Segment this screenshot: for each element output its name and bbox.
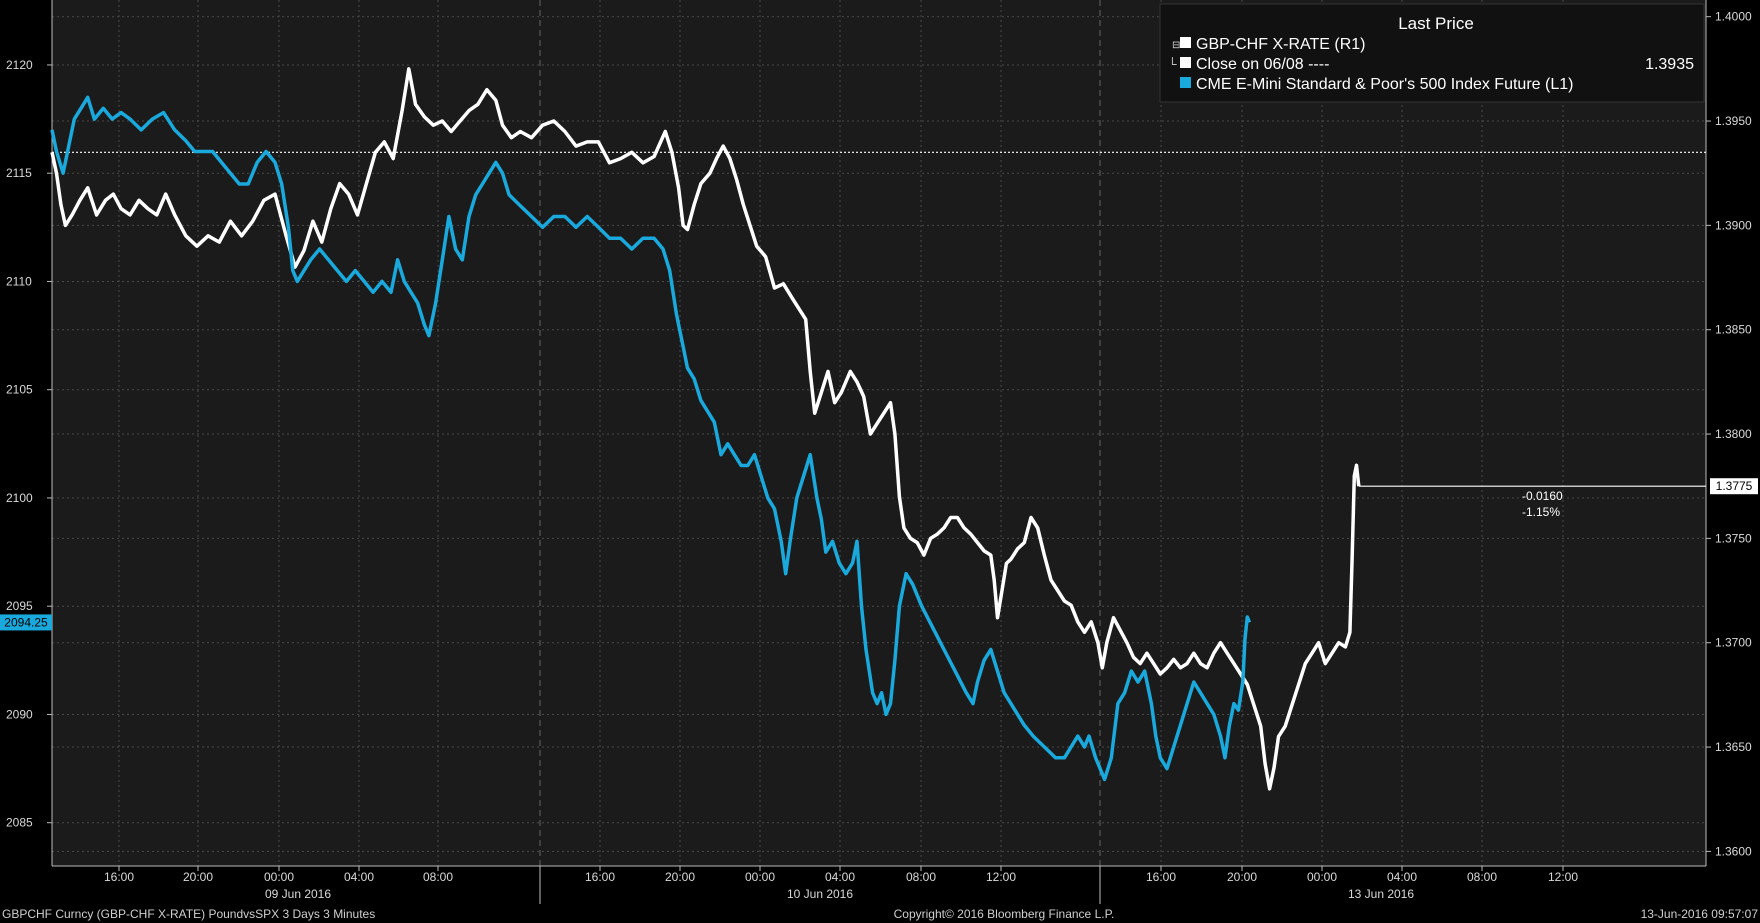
footer-copyright: Copyright© 2016 Bloomberg Finance L.P. <box>894 907 1115 921</box>
x-tick-label: 16:00 <box>104 870 134 884</box>
legend-box <box>1159 3 1705 103</box>
legend-title: Last Price <box>1398 14 1474 33</box>
legend-close-value: 1.3935 <box>1645 56 1694 73</box>
last-value-badges: 1.3775 2094.25 <box>0 478 1758 631</box>
right-tick-label: 1.3700 <box>1715 636 1752 650</box>
legend-swatch-close <box>1180 57 1191 68</box>
change-value: -0.0160 <box>1522 489 1563 503</box>
left-tick-label: 2090 <box>6 707 33 721</box>
x-axis: 16:00 20:00 00:00 04:00 08:00 16:00 20:00 00:00… <box>52 865 1706 904</box>
right-tick-label: 1.3850 <box>1715 323 1752 337</box>
right-tick-label: 1.3900 <box>1715 218 1752 232</box>
left-last-badge-text: 2094.25 <box>4 615 48 629</box>
x-tick-label: 12:00 <box>986 870 1016 884</box>
x-tick-label: 20:00 <box>665 870 695 884</box>
legend-swatch-spx <box>1180 77 1191 88</box>
x-tick-label: 08:00 <box>906 870 936 884</box>
tree-connector-icon: └ <box>1168 57 1177 71</box>
left-tick-label: 2085 <box>6 816 33 830</box>
collapse-icon[interactable]: ⊟ <box>1172 40 1180 51</box>
x-tick-label: 00:00 <box>745 870 775 884</box>
right-tick-label: 1.3650 <box>1715 740 1752 754</box>
legend-entry-close: Close on 06/08 ---- <box>1196 56 1329 73</box>
plot-area <box>52 0 1706 866</box>
legend-entry-spx: CME E-Mini Standard & Poor's 500 Index F… <box>1196 76 1573 93</box>
right-last-badge-text: 1.3775 <box>1716 479 1753 493</box>
right-last-badge <box>1710 478 1758 495</box>
right-tick-label: 1.3950 <box>1715 114 1752 128</box>
x-tick-label: 04:00 <box>344 870 374 884</box>
left-tick-label: 2105 <box>6 383 33 397</box>
right-tick-label: 1.3750 <box>1715 531 1752 545</box>
x-tick-label: 08:00 <box>1467 870 1497 884</box>
x-tick-label: 08:00 <box>423 870 453 884</box>
left-tick-label: 2110 <box>6 274 32 288</box>
footer-timestamp: 13-Jun-2016 09:57:07 <box>1641 907 1759 921</box>
right-tick-label: 1.3600 <box>1715 844 1752 858</box>
x-tick-label: 16:00 <box>585 870 615 884</box>
x-tick-label: 00:00 <box>1307 870 1337 884</box>
series-group <box>50 67 1361 791</box>
x-tick-label: 12:00 <box>1548 870 1578 884</box>
spx-series-line <box>50 95 1252 782</box>
x-tick-label: 20:00 <box>183 870 213 884</box>
left-tick-label: 2120 <box>6 58 33 72</box>
legend-entry-gbpchf: GBP-CHF X-RATE (R1) <box>1196 36 1365 53</box>
legend-swatch-gbpchf <box>1180 37 1191 48</box>
footer: GBPCHF Curncy (GBP-CHF X-RATE) PoundvsSP… <box>2 907 1758 921</box>
gbpchf-series-line <box>50 67 1361 791</box>
footer-security: GBPCHF Curncy (GBP-CHF X-RATE) PoundvsSP… <box>2 907 375 921</box>
right-tick-label: 1.3800 <box>1715 427 1752 441</box>
date-label: 13 Jun 2016 <box>1348 887 1414 901</box>
x-tick-label: 04:00 <box>1387 870 1417 884</box>
change-annotation: -0.0160 -1.15% <box>1522 489 1563 519</box>
left-tick-label: 2100 <box>6 491 33 505</box>
date-label: 10 Jun 2016 <box>787 887 853 901</box>
left-axis: 2085 2090 2095 2100 2105 2110 2115 2120 <box>6 0 53 866</box>
left-tick-label: 2095 <box>6 599 33 613</box>
x-tick-label: 04:00 <box>825 870 855 884</box>
date-label: 09 Jun 2016 <box>265 887 331 901</box>
x-tick-label: 16:00 <box>1146 870 1176 884</box>
right-axis: 1.3600 1.3650 1.3700 1.3750 1.3800 1.3850 1.39… <box>1705 0 1752 866</box>
right-tick-label: 1.4000 <box>1715 10 1752 24</box>
x-tick-label: 00:00 <box>264 870 294 884</box>
legend: Last Price ⊟ GBP-CHF X-RATE (R1) └ Close… <box>1159 3 1705 103</box>
change-percent: -1.15% <box>1522 505 1560 519</box>
left-last-badge <box>0 614 52 631</box>
left-tick-label: 2115 <box>6 166 32 180</box>
grid <box>52 0 1706 866</box>
x-tick-label: 20:00 <box>1227 870 1257 884</box>
